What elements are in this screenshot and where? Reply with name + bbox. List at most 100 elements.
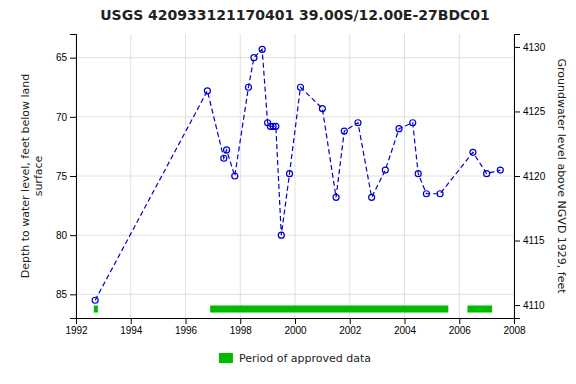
point bbox=[232, 173, 238, 179]
tick-mark bbox=[295, 318, 296, 324]
y2-axis: 4110 4115 4120 4125 4130 bbox=[514, 35, 546, 319]
tick: 2008 bbox=[503, 318, 526, 336]
point bbox=[470, 149, 476, 155]
tick-label: 1996 bbox=[175, 325, 198, 336]
tick-mark bbox=[70, 176, 76, 177]
point bbox=[92, 297, 98, 303]
tick-label: 4125 bbox=[523, 106, 546, 117]
legend-label: Period of approved data bbox=[239, 352, 371, 365]
point bbox=[245, 84, 251, 90]
tick-mark bbox=[70, 58, 76, 59]
tick-mark bbox=[350, 318, 351, 324]
axis-domain bbox=[70, 35, 77, 319]
tick: 70 bbox=[56, 112, 76, 123]
point bbox=[497, 167, 503, 173]
point bbox=[369, 194, 375, 200]
grid-line-y bbox=[76, 294, 514, 295]
point bbox=[382, 167, 388, 173]
x-axis: 199219941996199820002002200420062008 bbox=[65, 318, 526, 336]
tick: 75 bbox=[56, 171, 76, 182]
point bbox=[410, 120, 416, 126]
axis-domain bbox=[515, 35, 521, 319]
tick-label: 70 bbox=[56, 112, 68, 123]
tick: 4120 bbox=[514, 171, 546, 182]
tick-mark bbox=[514, 241, 520, 242]
y-axis-label: Depth to water level, feet below landsur… bbox=[19, 74, 45, 279]
approved-period bbox=[210, 306, 448, 313]
point bbox=[221, 155, 227, 161]
tick-label: 2006 bbox=[449, 325, 472, 336]
tick-label: 75 bbox=[56, 171, 68, 182]
tick-mark bbox=[186, 318, 187, 324]
grid-line-y bbox=[76, 176, 514, 177]
tick: 4110 bbox=[514, 300, 545, 311]
grid bbox=[76, 34, 514, 318]
point bbox=[251, 55, 257, 61]
point bbox=[259, 46, 265, 52]
legend: Period of approved data bbox=[219, 352, 371, 365]
tick-label: 4115 bbox=[523, 235, 545, 246]
tick-mark bbox=[131, 318, 132, 324]
tick-label: 2002 bbox=[339, 325, 362, 336]
grid-line-y bbox=[76, 116, 514, 117]
tick-label: 2000 bbox=[284, 325, 307, 336]
tick-label: 80 bbox=[56, 230, 68, 241]
point bbox=[484, 171, 490, 177]
line bbox=[95, 49, 500, 300]
point bbox=[297, 84, 303, 90]
y-axis-label-line: Depth to water level, feet below land bbox=[19, 74, 32, 279]
plot-area: 1992199419961998200020022004200620086570… bbox=[19, 34, 568, 336]
point bbox=[287, 171, 293, 177]
chart-svg: 1992199419961998200020022004200620086570… bbox=[0, 0, 576, 384]
point bbox=[437, 191, 443, 197]
tick: 2004 bbox=[394, 318, 417, 336]
approved-period bbox=[94, 306, 98, 313]
tick-label: 4130 bbox=[523, 42, 546, 53]
grid-line-y bbox=[76, 57, 514, 58]
point bbox=[333, 194, 339, 200]
point bbox=[355, 120, 361, 126]
tick-label: 65 bbox=[56, 52, 68, 63]
line-series bbox=[92, 46, 503, 303]
tick: 80 bbox=[56, 230, 76, 241]
grid-line-y bbox=[76, 235, 514, 236]
y-axis: 65 70 75 80 85 bbox=[56, 35, 77, 319]
point bbox=[278, 232, 284, 238]
approved-periods bbox=[94, 306, 492, 313]
approved-period bbox=[467, 306, 492, 313]
tick-label: 1994 bbox=[120, 325, 143, 336]
point bbox=[204, 88, 210, 94]
tick-mark bbox=[514, 176, 520, 177]
tick-mark bbox=[70, 294, 76, 295]
tick: 4130 bbox=[514, 42, 546, 53]
tick: 2002 bbox=[339, 318, 362, 336]
point bbox=[341, 128, 347, 134]
point bbox=[273, 123, 279, 129]
point bbox=[396, 126, 402, 132]
tick-mark bbox=[459, 318, 460, 324]
tick: 2006 bbox=[449, 318, 472, 336]
tick: 1994 bbox=[120, 318, 143, 336]
y-axis-label-line: surface bbox=[32, 155, 45, 196]
tick-label: 85 bbox=[56, 289, 68, 300]
tick-label: 1992 bbox=[65, 325, 88, 336]
tick: 65 bbox=[56, 52, 76, 63]
tick-label: 4110 bbox=[523, 300, 545, 311]
tick-mark bbox=[514, 111, 520, 112]
point bbox=[423, 191, 429, 197]
tick-mark bbox=[514, 47, 520, 48]
y2-axis-label: Groundwater level above NGVD 1929, feet bbox=[555, 58, 568, 294]
tick: 1996 bbox=[175, 318, 198, 336]
tick-mark bbox=[70, 117, 76, 118]
tick: 4115 bbox=[514, 235, 545, 246]
legend-item: Period of approved data bbox=[219, 352, 371, 365]
point bbox=[224, 147, 230, 153]
tick: 2000 bbox=[284, 318, 307, 336]
tick-label: 2008 bbox=[503, 325, 526, 336]
tick: 85 bbox=[56, 289, 76, 300]
tick-mark bbox=[514, 305, 520, 306]
legend-swatch bbox=[219, 353, 233, 363]
axis-domain bbox=[77, 319, 515, 325]
tick-mark bbox=[240, 318, 241, 324]
tick: 4125 bbox=[514, 106, 546, 117]
